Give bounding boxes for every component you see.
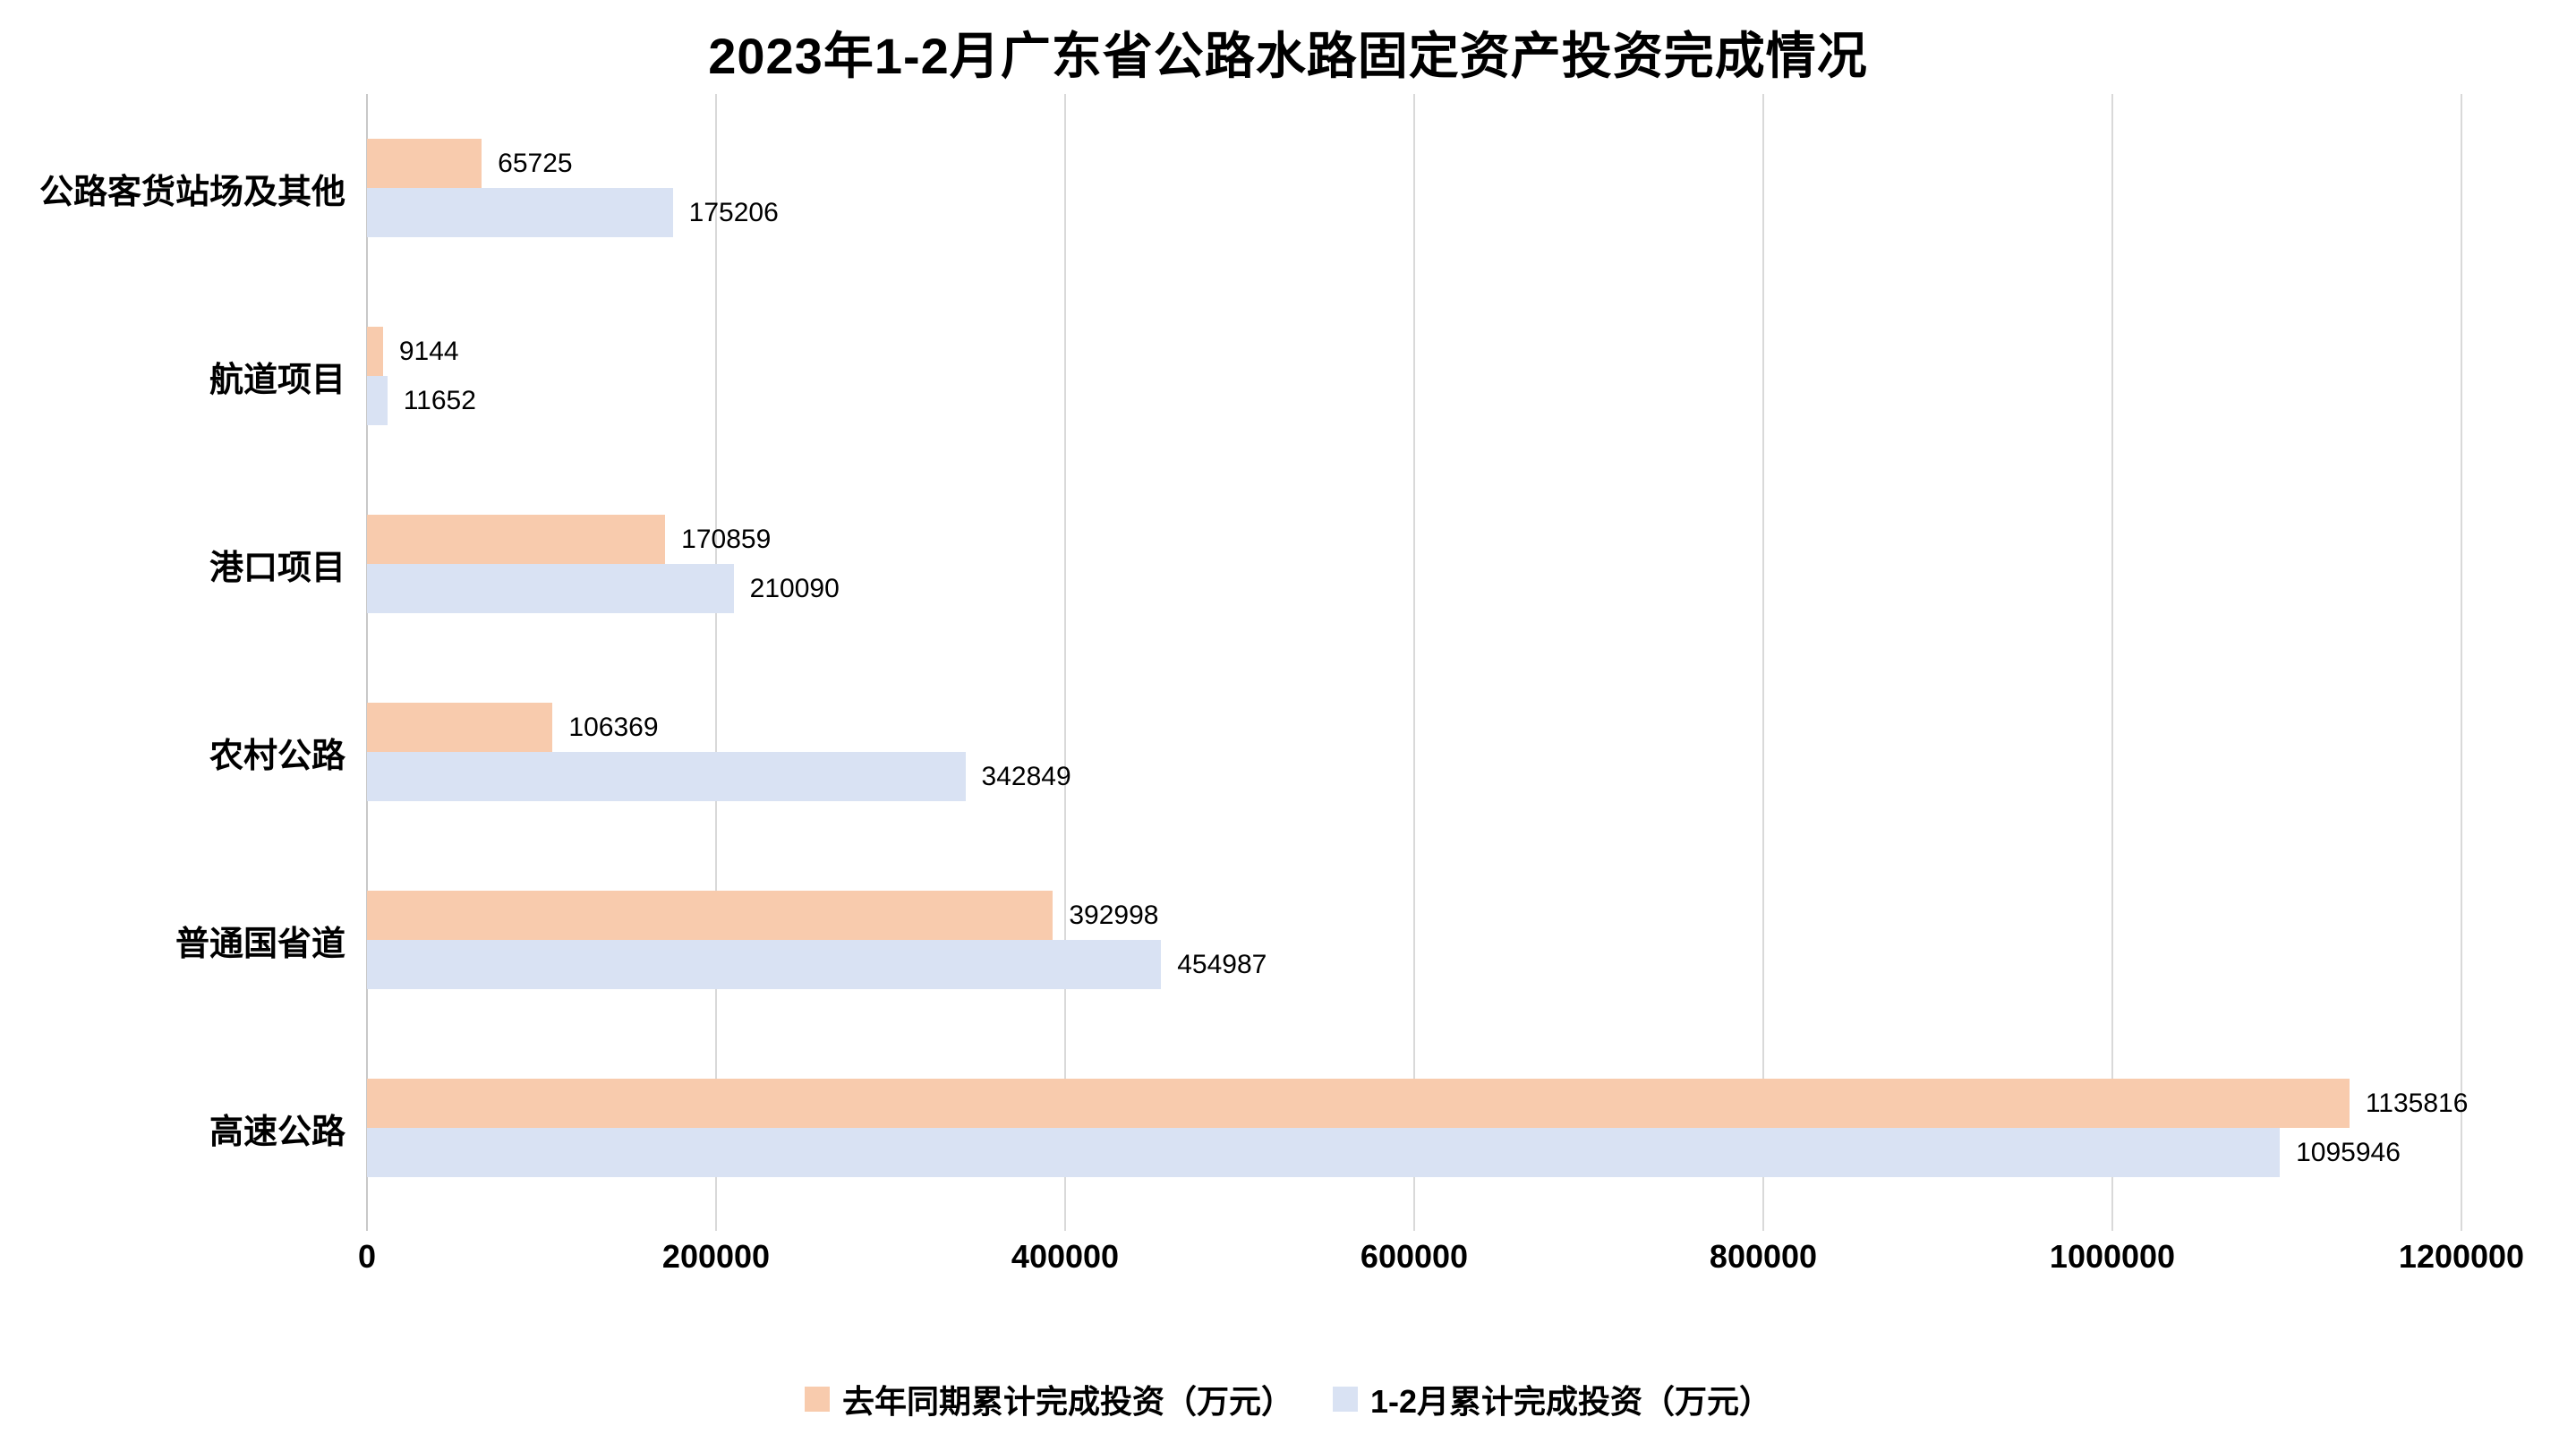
gridline [2111, 94, 2113, 1231]
bar-fill [367, 891, 1053, 940]
plot-area: 公路客货站场及其他 65725 175206 航道项目 9144 11652 港口项目 170… [39, 94, 2468, 1231]
gridline [1762, 94, 1764, 1231]
bar-value-label: 210090 [749, 573, 840, 603]
bar-last-year: 9144 [367, 327, 2461, 376]
bar-group: 65725 175206 [367, 139, 2461, 237]
bar-current-period: 175206 [367, 188, 2461, 237]
legend-label: 1-2月累计完成投资（万元） [1369, 1383, 1772, 1420]
bar-fill [367, 188, 673, 237]
category-label: 港口项目 [209, 549, 345, 587]
gridline [2461, 94, 2462, 1231]
legend-item-last-year: 去年同期累计完成投资（万元） [804, 1376, 1293, 1422]
bar-fill [367, 327, 383, 376]
y-axis-line [366, 94, 368, 1231]
category-row: 高速公路 1135816 1095946 [209, 1034, 2468, 1222]
chart-title: 2023年1-2月广东省公路水路固定资产投资完成情况 [708, 28, 1868, 84]
gridline [715, 94, 717, 1231]
x-tick-label: 1000000 [2049, 1238, 2176, 1275]
legend-label: 去年同期累计完成投资（万元） [841, 1383, 1293, 1420]
legend: 去年同期累计完成投资（万元） 1-2月累计完成投资（万元） [0, 1368, 2576, 1430]
category-label: 普通国省道 [175, 925, 345, 963]
category-label: 农村公路 [209, 737, 345, 775]
category-label: 航道项目 [209, 361, 345, 399]
legend-item-current-period: 1-2月累计完成投资（万元） [1332, 1376, 1772, 1422]
x-tick-label: 1200000 [2398, 1238, 2525, 1275]
bar-fill [367, 515, 666, 564]
bar-fill [367, 1079, 2350, 1128]
legend-swatch [1332, 1387, 1358, 1412]
bar-current-period: 1095946 [367, 1128, 2461, 1177]
x-tick-label: 0 [357, 1238, 377, 1275]
bar-fill [367, 752, 966, 801]
bar-fill [367, 703, 553, 752]
category-row: 普通国省道 392998 454987 [175, 846, 2461, 1034]
category-row: 航道项目 9144 11652 [209, 282, 2461, 470]
bar-value-label: 65725 [498, 148, 573, 178]
category-label: 公路客货站场及其他 [38, 173, 345, 211]
category-row: 农村公路 106369 342849 [209, 658, 2461, 846]
bar-value-label: 392998 [1069, 900, 1159, 930]
bar-value-label: 9144 [398, 336, 459, 366]
bar-fill [367, 376, 388, 425]
bar-value-label: 1095946 [2296, 1137, 2401, 1167]
bar-value-label: 106369 [568, 712, 659, 742]
x-tick-label: 800000 [1709, 1238, 1818, 1275]
bar-last-year: 65725 [367, 139, 2461, 188]
bar-value-label: 1135816 [2365, 1088, 2469, 1118]
gridline [1064, 94, 1066, 1231]
bar-group: 392998 454987 [367, 891, 2461, 989]
bar-value-label: 11652 [403, 385, 476, 415]
bar-last-year: 392998 [367, 891, 2461, 940]
bar-value-label: 170859 [681, 524, 772, 554]
category-row: 公路客货站场及其他 65725 175206 [39, 94, 2461, 282]
bar-group: 1135816 1095946 [367, 1079, 2468, 1177]
bar-fill [367, 139, 482, 188]
bar-rows: 公路客货站场及其他 65725 175206 航道项目 9144 11652 港口项目 170… [39, 94, 2468, 1222]
x-axis: 0 200000 400000 600000 800000 1000000 1200000 [358, 1238, 2524, 1292]
x-tick-label: 200000 [661, 1238, 771, 1275]
bar-group: 106369 342849 [367, 703, 2461, 801]
category-label: 高速公路 [209, 1113, 345, 1151]
bar-group: 9144 11652 [367, 327, 2461, 425]
bar-fill [367, 564, 734, 613]
x-tick-label: 400000 [1011, 1238, 1120, 1275]
bar-current-period: 11652 [367, 376, 2461, 425]
legend-swatch [804, 1387, 830, 1412]
gridline [1413, 94, 1415, 1231]
bar-current-period: 454987 [367, 940, 2461, 989]
bar-last-year: 1135816 [367, 1079, 2468, 1128]
bar-value-label: 342849 [981, 761, 1071, 791]
category-row: 港口项目 170859 210090 [209, 470, 2461, 658]
x-tick-label: 600000 [1360, 1238, 1469, 1275]
bar-value-label: 175206 [688, 197, 779, 227]
bar-fill [367, 1128, 2281, 1177]
bar-current-period: 210090 [367, 564, 2461, 613]
bar-value-label: 454987 [1177, 949, 1267, 979]
bar-group: 170859 210090 [367, 515, 2461, 613]
bar-last-year: 170859 [367, 515, 2461, 564]
bar-last-year: 106369 [367, 703, 2461, 752]
bar-fill [367, 940, 1162, 989]
bar-current-period: 342849 [367, 752, 2461, 801]
